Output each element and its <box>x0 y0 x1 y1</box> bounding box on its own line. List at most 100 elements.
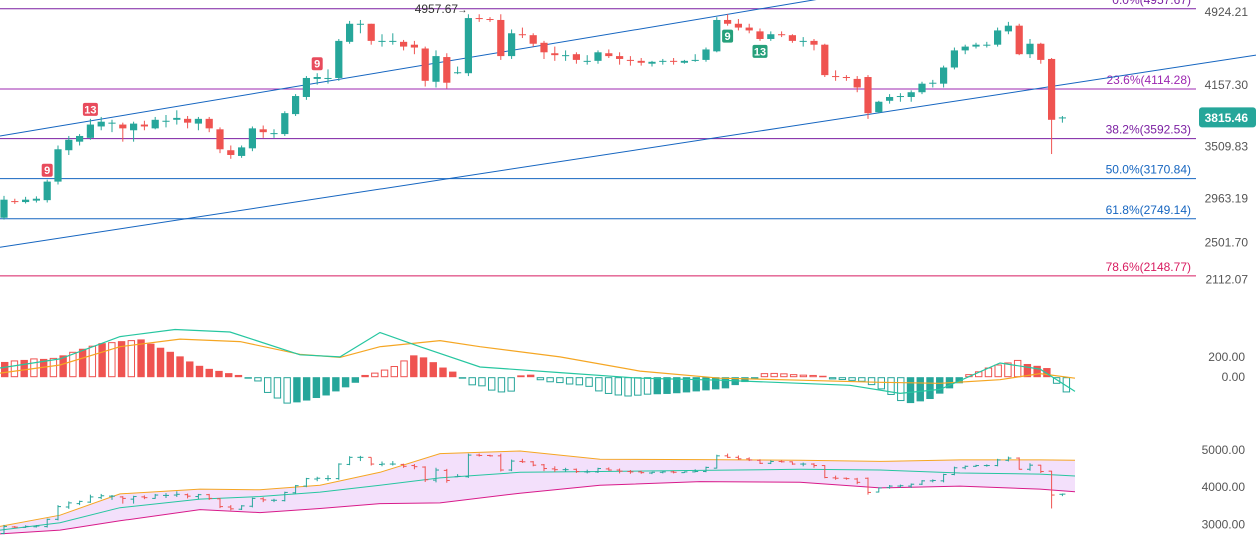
macd-histogram-bar <box>1062 377 1071 393</box>
macd-histogram-bar <box>254 377 262 382</box>
macd-histogram-bar <box>147 343 155 378</box>
macd-histogram-bar <box>741 377 749 383</box>
macd-histogram-bar <box>877 377 885 390</box>
candle-body <box>400 41 408 47</box>
macd-histogram-bar <box>497 377 506 393</box>
macd-histogram-bar <box>916 377 924 402</box>
macd-histogram-bar <box>624 377 632 397</box>
candle-body <box>97 121 105 127</box>
candle-body <box>1015 25 1023 55</box>
candle-body <box>1048 58 1056 120</box>
bollinger-axis-tick: 3000.00 <box>1202 518 1246 532</box>
macd-histogram-bar <box>867 377 876 386</box>
macd-histogram-bar <box>400 360 408 378</box>
macd-histogram-bar <box>195 365 204 378</box>
macd-histogram-bar <box>634 377 642 396</box>
macd-histogram-bar <box>1052 377 1061 384</box>
macd-histogram-bar <box>848 377 856 381</box>
candle-body <box>367 23 375 41</box>
candle-body <box>907 92 915 97</box>
macd-histogram-bar <box>166 351 174 378</box>
macd-histogram-bar <box>936 377 944 394</box>
macd-histogram-bar <box>39 358 48 378</box>
macd-histogram-bar <box>770 372 778 378</box>
macd-histogram-bar <box>536 377 545 381</box>
macd-histogram-bar <box>10 360 19 378</box>
macd-histogram-bar <box>419 357 428 378</box>
candle-body <box>853 78 861 88</box>
td-marker-label: 9 <box>725 31 731 43</box>
candle-body <box>486 19 494 21</box>
candle-body <box>648 61 656 64</box>
macd-histogram-bar <box>283 377 291 404</box>
candle-body <box>659 60 667 62</box>
macd-histogram-bar <box>595 377 603 392</box>
candle-body <box>162 120 170 122</box>
candle-body <box>896 96 904 98</box>
macd-histogram-bar <box>449 371 457 378</box>
candle-body <box>551 53 559 56</box>
macd-axis-tick: 200.00 <box>1208 350 1245 364</box>
candle-body <box>119 124 127 129</box>
macd-histogram-bar <box>273 377 282 399</box>
macd-histogram-bar <box>1 361 9 378</box>
candle-body <box>281 113 289 135</box>
td-marker-label: 13 <box>84 104 96 116</box>
candle-body <box>1026 43 1034 55</box>
candle-body <box>238 147 246 156</box>
macd-histogram-bar <box>556 377 564 384</box>
candle-body <box>248 128 256 149</box>
macd-histogram-bar <box>897 377 905 402</box>
price-axis-tick: 2501.70 <box>1205 235 1249 249</box>
fib-level-label: 0.0%(4957.67) <box>1112 0 1191 7</box>
macd-histogram-bar <box>351 377 360 383</box>
macd-histogram-bar <box>721 377 730 389</box>
macd-line <box>0 328 1076 395</box>
candle-body <box>378 40 386 42</box>
td-marker-badge <box>722 29 734 43</box>
macd-histogram-bar <box>312 377 321 399</box>
macd-histogram-bar <box>108 342 116 378</box>
candle-body <box>475 18 483 20</box>
candle-body <box>637 60 645 63</box>
price-panel: 0.0%(4957.67) 23.6%(4114.28) 38.2%(3592.53… <box>0 0 1256 286</box>
candle-body <box>0 199 8 218</box>
candle-body <box>961 46 969 51</box>
macd-histogram-bar <box>517 375 525 378</box>
candle-body <box>670 60 678 62</box>
macd-histogram-bar <box>507 377 515 392</box>
macd-histogram-bar <box>205 368 213 378</box>
macd-histogram-bar <box>332 377 340 392</box>
macd-axis-tick: 0.00 <box>1222 370 1246 384</box>
candle-body <box>313 77 321 79</box>
macd-histogram-bar <box>1004 362 1012 378</box>
trend-line <box>0 54 1256 248</box>
candle-body <box>832 76 840 78</box>
td-marker-label: 13 <box>754 46 766 58</box>
candle-body <box>745 27 753 31</box>
candle-body <box>788 35 796 41</box>
candle-body <box>1004 25 1012 32</box>
macd-histogram-bar <box>838 377 847 381</box>
candle-body <box>680 60 688 63</box>
candle-body <box>140 124 148 127</box>
candle-body <box>929 82 937 84</box>
macd-histogram-bar <box>69 351 77 378</box>
candle-body <box>194 118 202 124</box>
macd-histogram-bar <box>302 377 311 401</box>
macd-histogram-bar <box>994 364 1002 378</box>
candle-body <box>108 122 116 124</box>
macd-histogram-bar <box>955 377 963 384</box>
macd-histogram-bar <box>575 377 584 386</box>
macd-histogram-bar <box>234 374 243 378</box>
candle-body <box>32 198 40 201</box>
macd-histogram-bar <box>341 377 350 388</box>
candle-body <box>756 31 764 39</box>
candle-body <box>205 118 213 129</box>
candle-body <box>302 77 310 97</box>
macd-histogram-bar <box>98 343 106 378</box>
macd-histogram-bar <box>137 339 145 378</box>
candle-body <box>173 117 181 120</box>
macd-histogram-bar <box>293 377 301 403</box>
